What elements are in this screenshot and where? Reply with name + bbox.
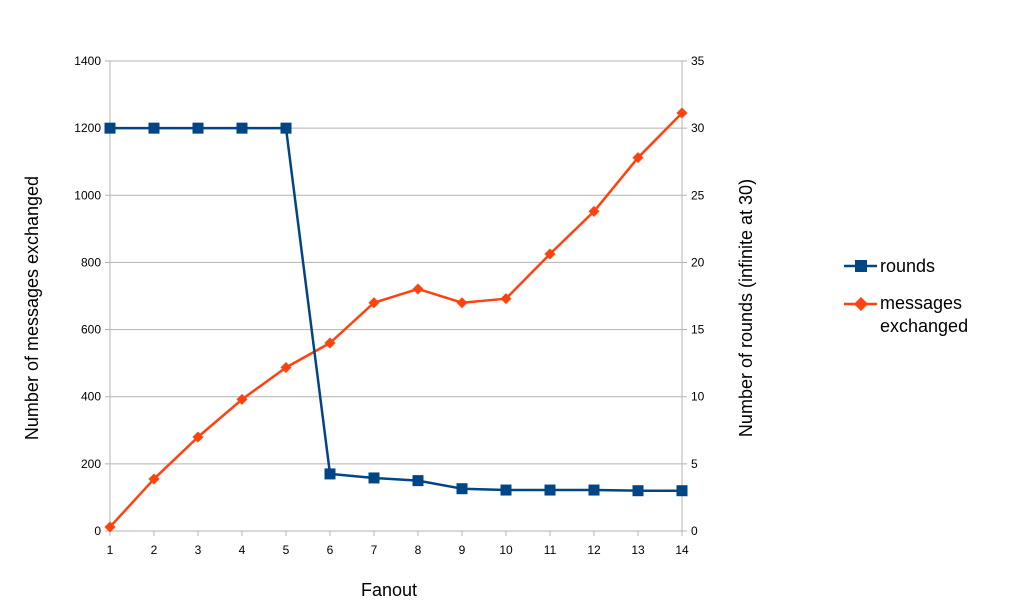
data-point xyxy=(148,122,160,134)
x-tick-label: 3 xyxy=(195,543,202,557)
series-rounds xyxy=(104,122,688,497)
y-right-tick-label: 15 xyxy=(691,323,705,337)
y-axis-left-title: Number of messages exchanged xyxy=(22,176,42,440)
data-point xyxy=(632,152,644,164)
y-left-tick-label: 1400 xyxy=(74,54,101,68)
y-left-tick-label: 1200 xyxy=(74,121,101,135)
data-point xyxy=(192,122,204,134)
x-tick-label: 8 xyxy=(415,543,422,557)
data-point xyxy=(676,107,688,119)
x-tick-label: 7 xyxy=(371,543,378,557)
gridlines xyxy=(110,60,682,465)
data-point xyxy=(236,122,248,134)
y-axis-right-title: Number of rounds (infinite at 30) xyxy=(736,179,756,437)
series-line xyxy=(110,126,682,492)
y-right-tick-label: 35 xyxy=(691,54,705,68)
data-point xyxy=(104,521,116,533)
legend-marker-rounds xyxy=(855,260,867,272)
x-tick-label: 4 xyxy=(239,543,246,557)
y-right-tick-label: 20 xyxy=(691,255,705,269)
data-point xyxy=(456,297,468,309)
data-point xyxy=(544,248,556,260)
y-left-tick-label: 0 xyxy=(94,524,101,538)
data-point xyxy=(588,484,600,496)
x-tick-label: 1 xyxy=(107,543,114,557)
data-point xyxy=(368,472,380,484)
y-right-tick-label: 25 xyxy=(691,188,705,202)
legend-marker-messages xyxy=(854,297,868,311)
data-point xyxy=(236,393,248,405)
legend-item-rounds: rounds xyxy=(844,256,935,276)
data-point xyxy=(500,293,512,305)
legend-label-rounds: rounds xyxy=(880,256,935,276)
x-tick-label: 5 xyxy=(283,543,290,557)
x-tick-label: 14 xyxy=(675,543,689,557)
y-right-tick-label: 5 xyxy=(691,457,698,471)
data-point xyxy=(632,485,644,497)
axes xyxy=(105,60,687,536)
x-axis-title: Fanout xyxy=(361,580,417,600)
data-point xyxy=(324,337,336,349)
data-point xyxy=(280,122,292,134)
x-tick-label: 13 xyxy=(631,543,645,557)
data-point xyxy=(500,484,512,496)
series-messages-exchanged xyxy=(104,107,688,533)
tick-labels: 0200400600800100012001400051015202530351… xyxy=(74,54,704,557)
y-left-tick-label: 200 xyxy=(81,457,101,471)
y-left-tick-label: 1000 xyxy=(74,188,101,202)
x-tick-label: 9 xyxy=(459,543,466,557)
legend-item-messages: messages exchanged xyxy=(844,293,968,336)
series-line xyxy=(109,112,683,528)
data-point xyxy=(676,485,688,497)
x-tick-label: 10 xyxy=(499,543,513,557)
y-left-tick-label: 600 xyxy=(81,323,101,337)
data-point xyxy=(192,431,204,443)
y-right-tick-label: 0 xyxy=(691,524,698,538)
x-tick-label: 12 xyxy=(587,543,601,557)
data-point xyxy=(588,205,600,217)
data-point xyxy=(324,468,336,480)
legend: rounds messages exchanged xyxy=(844,256,968,336)
data-point xyxy=(148,473,160,485)
data-point xyxy=(104,122,116,134)
x-tick-label: 2 xyxy=(151,543,158,557)
y-right-tick-label: 10 xyxy=(691,390,705,404)
data-point xyxy=(456,483,468,495)
data-point xyxy=(412,283,424,295)
y-left-tick-label: 400 xyxy=(81,390,101,404)
data-point xyxy=(280,362,292,374)
data-point xyxy=(368,297,380,309)
y-right-tick-label: 30 xyxy=(691,121,705,135)
legend-label-messages: messages exchanged xyxy=(880,293,968,336)
data-point xyxy=(412,475,424,487)
x-tick-label: 6 xyxy=(327,543,334,557)
series xyxy=(104,107,688,533)
y-left-tick-label: 800 xyxy=(81,255,101,269)
data-point xyxy=(544,484,556,496)
x-tick-label: 11 xyxy=(544,543,557,557)
